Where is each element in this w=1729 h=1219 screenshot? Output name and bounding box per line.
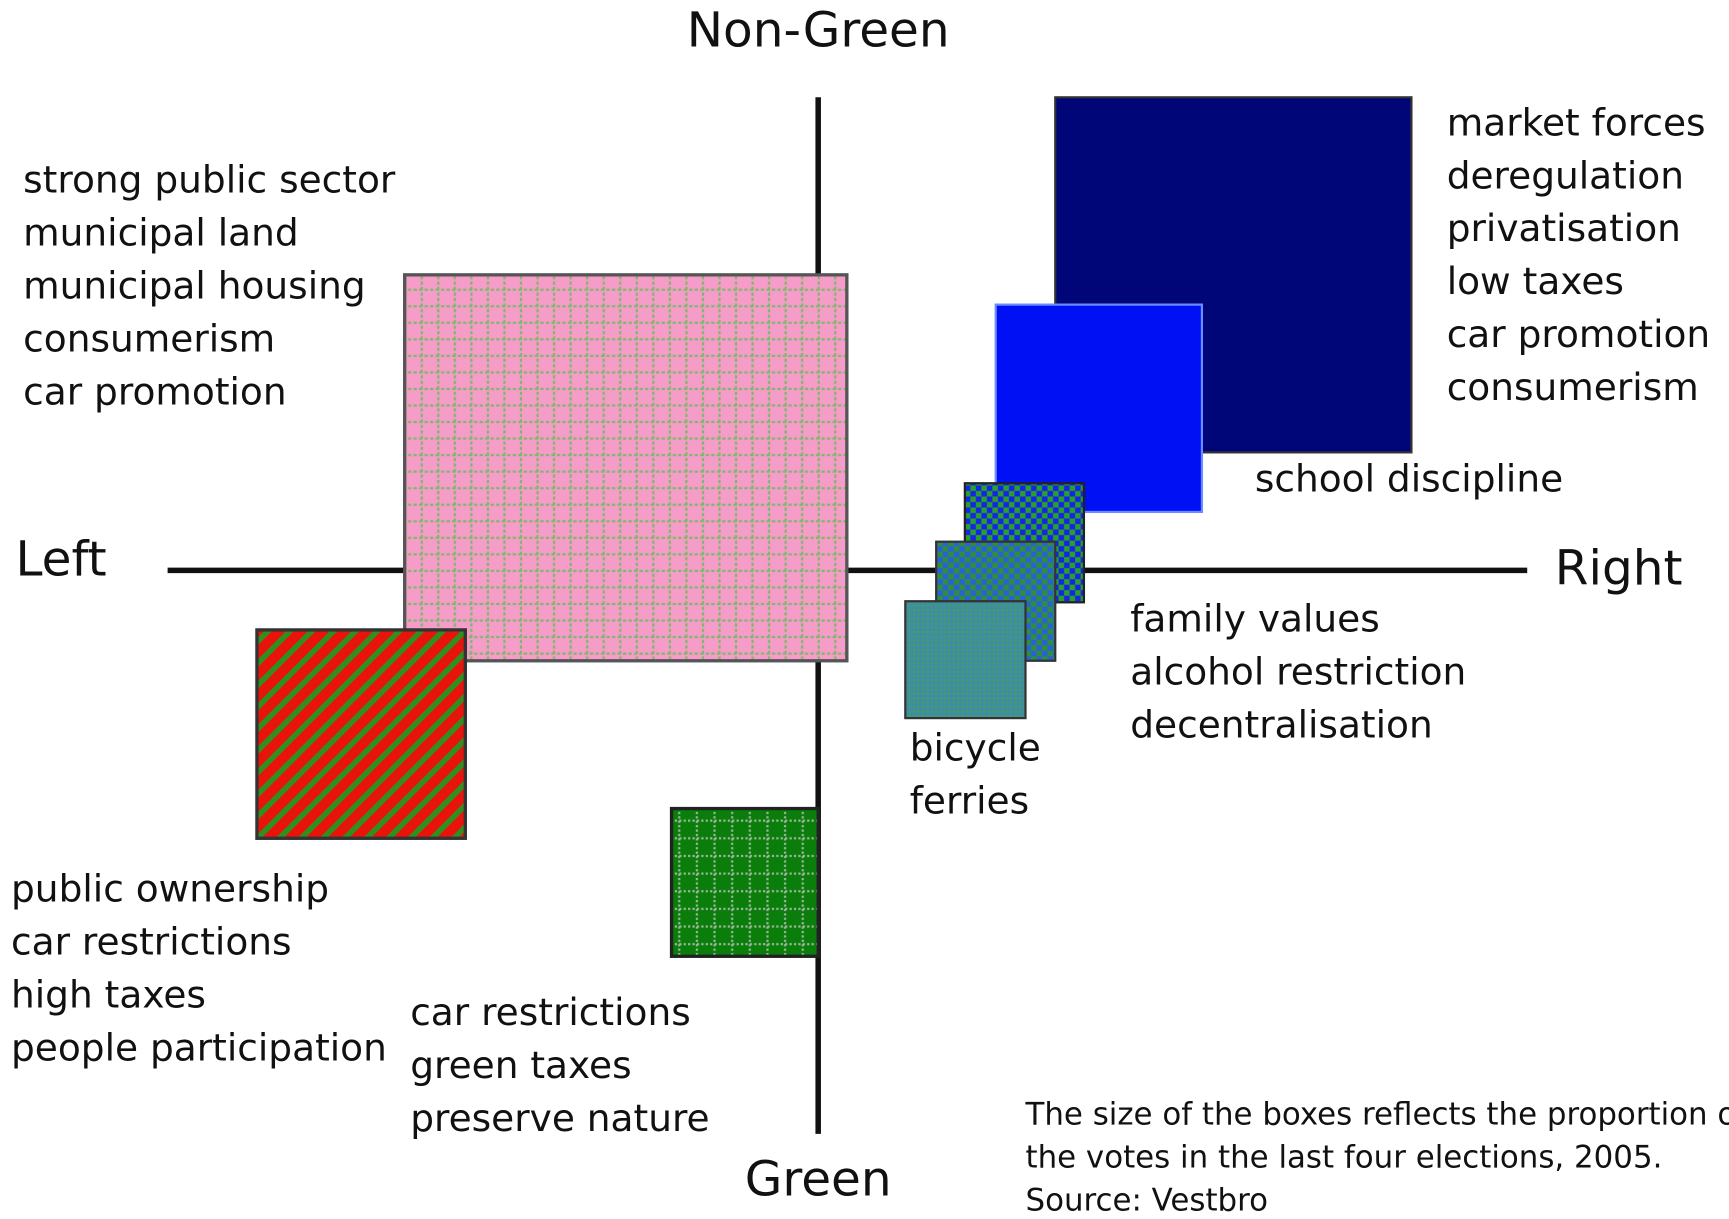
note-line: The size of the boxes reflects the propo… (1024, 1097, 1729, 1133)
label-line: ferries (910, 779, 1029, 823)
labels: strong public sector municipal land munici… (11, 100, 1729, 1218)
label-line: consumerism (1447, 365, 1699, 409)
label-line: people participation (11, 1026, 387, 1070)
axis-label-right: Right (1555, 540, 1683, 596)
label-line: high taxes (11, 973, 206, 1017)
label-line: market forces (1447, 100, 1706, 144)
label-line: deregulation (1447, 153, 1684, 197)
label-line: public ownership (11, 867, 329, 911)
box-navy (1054, 96, 1413, 454)
axis-label-bottom: Green (745, 1151, 892, 1207)
boxes (255, 96, 1413, 958)
axis-label-top: Non-Green (687, 2, 950, 58)
axis-label-left: Left (15, 532, 106, 588)
box-blue (994, 303, 1204, 514)
label-line: strong public sector (23, 158, 396, 202)
label-line: bicycle (910, 726, 1041, 770)
note-line: Source: Vestbro (1025, 1183, 1268, 1219)
label-line: alcohol restriction (1130, 650, 1466, 694)
box-green (669, 806, 820, 958)
note-line: the votes in the last four elections, 20… (1025, 1140, 1662, 1176)
label-line: car restrictions (410, 990, 691, 1034)
box-teal (904, 600, 1027, 720)
label-line: consumerism (23, 316, 275, 360)
label-line: car promotion (1447, 312, 1710, 356)
label-line: car restrictions (11, 920, 292, 964)
label-line: family values (1130, 597, 1380, 641)
label-line: car promotion (23, 369, 286, 413)
box-pink (403, 273, 849, 663)
box-red (255, 628, 467, 840)
label-line: low taxes (1447, 259, 1624, 303)
label-line: preserve nature (410, 1096, 709, 1140)
label-line: privatisation (1447, 206, 1681, 250)
label-line: school discipline (1255, 457, 1563, 501)
label-line: green taxes (410, 1043, 631, 1087)
label-line: municipal housing (23, 264, 366, 308)
label-line: decentralisation (1130, 702, 1433, 746)
label-line: municipal land (23, 211, 299, 255)
